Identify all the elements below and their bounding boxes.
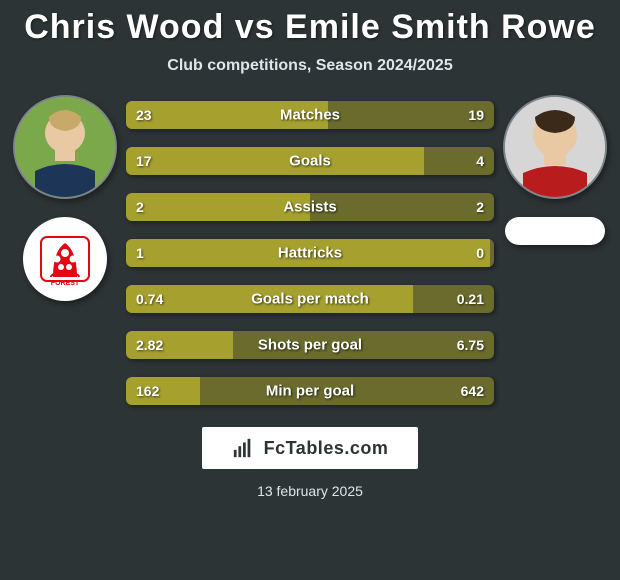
stats-column: 23 19 Matches 17 4 Goals 2 2 Assists 1 0 Hattricks 0… bbox=[120, 95, 500, 405]
player-right-column bbox=[500, 95, 610, 405]
stat-value-left: 2.82 bbox=[136, 337, 163, 353]
stat-value-right: 6.75 bbox=[457, 337, 484, 353]
stat-row: 162 642 Min per goal bbox=[126, 377, 494, 405]
brand-label: FcTables.com bbox=[264, 438, 389, 459]
page-title: Chris Wood vs Emile Smith Rowe bbox=[24, 8, 596, 47]
comparison-card: Chris Wood vs Emile Smith Rowe Club comp… bbox=[0, 0, 620, 580]
player-left-column: FOREST bbox=[10, 95, 120, 405]
stat-value-right: 642 bbox=[461, 383, 484, 399]
stat-value-right: 0.21 bbox=[457, 291, 484, 307]
stat-value-left: 17 bbox=[136, 153, 152, 169]
brand-badge[interactable]: FcTables.com bbox=[202, 427, 419, 469]
stat-value-right: 4 bbox=[476, 153, 484, 169]
player-left-avatar bbox=[13, 95, 117, 199]
stat-row: 23 19 Matches bbox=[126, 101, 494, 129]
stat-row: 1 0 Hattricks bbox=[126, 239, 494, 267]
comparison-area: FOREST 23 19 Matches 17 4 Goals 2 2 Assists 1 0 Hat… bbox=[0, 95, 620, 405]
stat-value-left: 1 bbox=[136, 245, 144, 261]
stat-row: 2 2 Assists bbox=[126, 193, 494, 221]
svg-text:FOREST: FOREST bbox=[51, 280, 80, 287]
stat-value-left: 23 bbox=[136, 107, 152, 123]
stat-value-right: 19 bbox=[468, 107, 484, 123]
stat-value-left: 162 bbox=[136, 383, 159, 399]
stat-row: 0.74 0.21 Goals per match bbox=[126, 285, 494, 313]
stat-label: Matches bbox=[280, 107, 340, 124]
player-right-club-badge bbox=[505, 217, 605, 245]
footer-date: 13 february 2025 bbox=[257, 483, 363, 499]
stat-label: Hattricks bbox=[278, 245, 342, 262]
avatar-icon bbox=[505, 97, 605, 197]
avatar-icon bbox=[15, 97, 115, 197]
stat-fill-left bbox=[126, 147, 424, 175]
stat-label: Goals per match bbox=[251, 291, 369, 308]
club-crest-icon: FOREST bbox=[35, 229, 95, 289]
stat-value-left: 0.74 bbox=[136, 291, 163, 307]
stat-label: Assists bbox=[283, 199, 336, 216]
page-subtitle: Club competitions, Season 2024/2025 bbox=[167, 57, 452, 75]
stat-row: 2.82 6.75 Shots per goal bbox=[126, 331, 494, 359]
player-left-club-badge: FOREST bbox=[23, 217, 107, 301]
stat-label: Goals bbox=[289, 153, 331, 170]
stat-value-right: 0 bbox=[476, 245, 484, 261]
stat-row: 17 4 Goals bbox=[126, 147, 494, 175]
stat-value-left: 2 bbox=[136, 199, 144, 215]
chart-icon bbox=[232, 437, 254, 459]
stat-label: Min per goal bbox=[266, 383, 354, 400]
player-right-avatar bbox=[503, 95, 607, 199]
stat-label: Shots per goal bbox=[258, 337, 362, 354]
stat-value-right: 2 bbox=[476, 199, 484, 215]
